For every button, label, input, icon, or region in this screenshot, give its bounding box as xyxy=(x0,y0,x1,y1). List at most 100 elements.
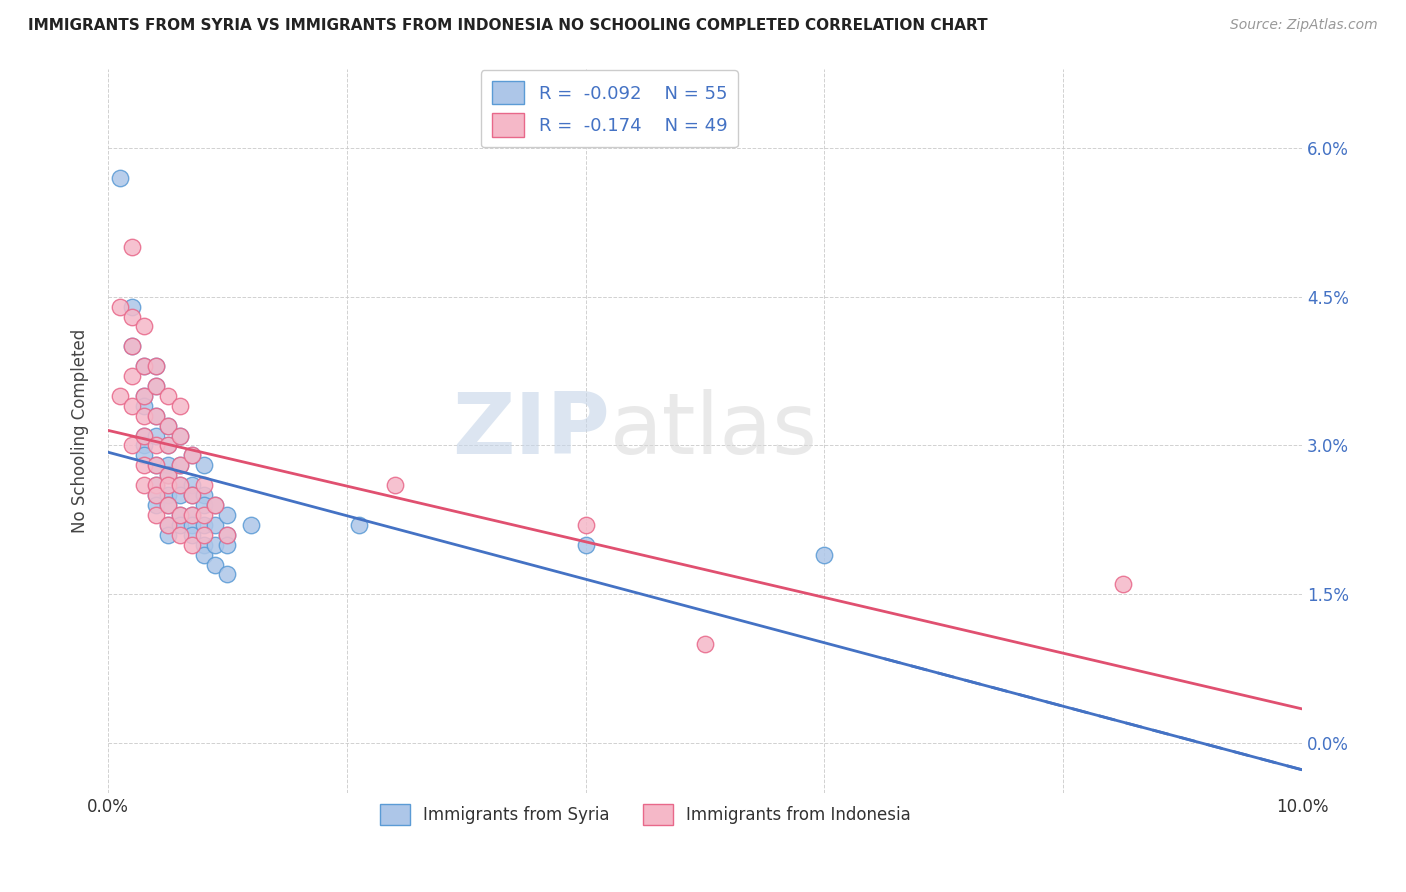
Point xyxy=(574,517,596,532)
Point xyxy=(156,478,179,492)
Point xyxy=(204,517,226,532)
Point xyxy=(347,517,370,532)
Point xyxy=(1112,577,1135,591)
Legend: Immigrants from Syria, Immigrants from Indonesia: Immigrants from Syria, Immigrants from I… xyxy=(370,794,921,835)
Point xyxy=(156,418,179,433)
Point xyxy=(193,488,215,502)
Point xyxy=(169,458,191,473)
Point xyxy=(132,438,155,452)
Point xyxy=(145,359,167,373)
Point xyxy=(193,548,215,562)
Point xyxy=(217,527,239,541)
Point xyxy=(204,498,226,512)
Point xyxy=(169,508,191,522)
Point xyxy=(121,399,143,413)
Point xyxy=(132,399,155,413)
Point xyxy=(121,310,143,324)
Point xyxy=(156,418,179,433)
Point xyxy=(121,369,143,384)
Point xyxy=(193,517,215,532)
Point xyxy=(217,567,239,582)
Point xyxy=(217,508,239,522)
Point xyxy=(156,468,179,483)
Point xyxy=(108,300,131,314)
Point xyxy=(180,478,202,492)
Point xyxy=(204,498,226,512)
Point xyxy=(180,527,202,541)
Text: Source: ZipAtlas.com: Source: ZipAtlas.com xyxy=(1230,18,1378,32)
Point xyxy=(156,458,179,473)
Point xyxy=(145,488,167,502)
Point xyxy=(169,488,191,502)
Point xyxy=(145,508,167,522)
Point xyxy=(169,478,191,492)
Point xyxy=(180,488,202,502)
Point xyxy=(145,488,167,502)
Point xyxy=(156,488,179,502)
Text: IMMIGRANTS FROM SYRIA VS IMMIGRANTS FROM INDONESIA NO SCHOOLING COMPLETED CORREL: IMMIGRANTS FROM SYRIA VS IMMIGRANTS FROM… xyxy=(28,18,988,33)
Point xyxy=(132,449,155,463)
Point xyxy=(193,478,215,492)
Point xyxy=(169,428,191,442)
Point xyxy=(180,508,202,522)
Y-axis label: No Schooling Completed: No Schooling Completed xyxy=(72,328,89,533)
Point xyxy=(145,379,167,393)
Point xyxy=(169,458,191,473)
Point xyxy=(193,538,215,552)
Point xyxy=(169,508,191,522)
Text: atlas: atlas xyxy=(609,389,817,472)
Point xyxy=(156,517,179,532)
Point xyxy=(108,389,131,403)
Point xyxy=(145,379,167,393)
Point xyxy=(145,409,167,423)
Point xyxy=(145,438,167,452)
Point xyxy=(193,498,215,512)
Point xyxy=(108,170,131,185)
Point xyxy=(121,240,143,254)
Point xyxy=(180,508,202,522)
Point xyxy=(132,478,155,492)
Point xyxy=(169,517,191,532)
Point xyxy=(156,438,179,452)
Point xyxy=(132,428,155,442)
Point xyxy=(156,527,179,541)
Point xyxy=(217,538,239,552)
Point xyxy=(384,478,406,492)
Point xyxy=(169,478,191,492)
Text: ZIP: ZIP xyxy=(451,389,609,472)
Point xyxy=(121,300,143,314)
Point xyxy=(156,438,179,452)
Point xyxy=(132,319,155,334)
Point xyxy=(574,538,596,552)
Point xyxy=(145,359,167,373)
Point xyxy=(145,458,167,473)
Point xyxy=(145,409,167,423)
Point xyxy=(145,428,167,442)
Point xyxy=(156,468,179,483)
Point xyxy=(217,527,239,541)
Point xyxy=(132,409,155,423)
Point xyxy=(121,438,143,452)
Point xyxy=(145,478,167,492)
Point xyxy=(132,389,155,403)
Point xyxy=(132,359,155,373)
Point xyxy=(156,498,179,512)
Point xyxy=(204,558,226,572)
Point xyxy=(193,527,215,541)
Point xyxy=(121,339,143,353)
Point xyxy=(156,498,179,512)
Point xyxy=(145,458,167,473)
Point xyxy=(121,339,143,353)
Point xyxy=(169,527,191,541)
Point xyxy=(180,449,202,463)
Point xyxy=(180,449,202,463)
Point xyxy=(169,428,191,442)
Point xyxy=(193,508,215,522)
Point xyxy=(193,458,215,473)
Point xyxy=(240,517,263,532)
Point xyxy=(813,548,835,562)
Point xyxy=(132,428,155,442)
Point xyxy=(204,538,226,552)
Point xyxy=(145,498,167,512)
Point xyxy=(132,359,155,373)
